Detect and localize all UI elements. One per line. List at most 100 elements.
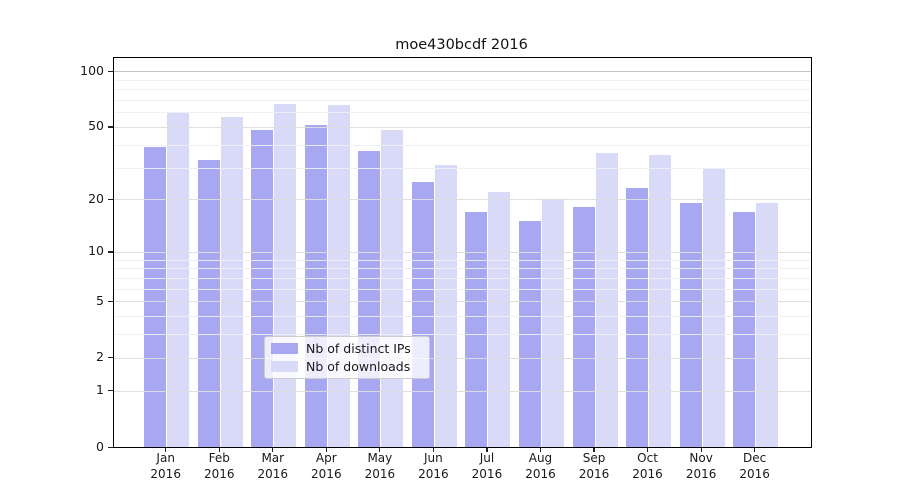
x-tick [325,447,327,452]
bar-dec-downloads [756,203,779,447]
x-tick-year: 2016 [578,466,610,481]
x-tick-label-feb: Feb 2016 [204,451,235,482]
y-tick-label: 5 [96,292,104,308]
bar-jun-ips [411,181,434,447]
y-gridline-minor [114,316,811,317]
x-tick-month: Jan [156,451,175,465]
x-tick-label-jun: Jun 2016 [418,451,449,482]
x-tick-month: Feb [208,451,230,465]
bar-jul-ips [465,211,488,447]
bar-oct-ips [626,188,649,447]
y-gridline-minor [114,334,811,336]
x-tick-year: 2016 [257,466,289,481]
y-gridline-major [114,301,811,303]
x-tick-year: 2016 [418,466,449,481]
y-tick-label: 20 [88,190,104,206]
bar-oct-downloads [649,155,672,447]
y-gridline-minor [114,167,811,169]
bar-nov-downloads [702,167,725,447]
bar-jan-downloads [167,112,190,447]
y-gridline-minor [114,89,811,91]
x-tick-month: Mar [261,451,285,465]
x-tick-year: 2016 [471,466,503,481]
y-tick-label: 2 [96,349,104,365]
x-tick-year: 2016 [739,466,770,481]
bar-feb-downloads [220,116,243,447]
x-tick-month: Oct [637,451,658,465]
x-tick-year: 2016 [311,466,342,481]
y-tick-label: 1 [96,382,104,398]
bar-sep-downloads [595,153,618,447]
y-tick [108,126,113,128]
bar-dec-ips [733,211,756,447]
x-tick-year: 2016 [364,466,396,481]
bar-may-ips [358,150,381,447]
legend-label-distinct-ips: Nb of distinct IPs [306,341,411,356]
x-tick-month: May [367,451,393,465]
bar-nov-ips [679,203,702,447]
x-tick-label-dec: Dec 2016 [739,451,770,482]
y-gridline-minor [114,288,811,290]
x-tick-year: 2016 [525,466,556,481]
y-gridline-minor [114,259,811,261]
bar-mar-downloads [274,103,297,447]
bar-jul-downloads [488,191,511,447]
y-gridline-major [114,199,811,201]
x-tick-month: Jul [479,451,495,465]
y-gridline-major [114,71,811,73]
x-tick-month: Jun [424,451,443,465]
y-gridline-minor [114,112,811,114]
x-tick [646,447,649,452]
y-tick [108,198,113,200]
chart-title: moe430bcdf 2016 [395,37,528,53]
x-tick [486,447,488,452]
x-tick-year: 2016 [150,466,181,481]
legend-swatch-downloads [271,361,298,372]
x-tick-year: 2016 [203,466,235,481]
x-tick-month: Apr [315,451,337,465]
y-gridline-minor [114,277,811,279]
y-gridline-minor [114,79,811,81]
y-tick-label: 100 [80,62,104,78]
legend: Nb of distinct IPs Nb of downloads [264,336,430,379]
x-tick [432,447,434,452]
bar-apr-ips [304,125,327,447]
y-tick [108,300,113,302]
y-gridline-major [114,390,811,392]
bar-sep-ips [572,207,595,447]
x-tick [218,447,220,452]
bar-apr-downloads [327,104,350,447]
x-tick-label-may: May 2016 [365,451,396,482]
legend-item-downloads: Nb of downloads [271,359,423,374]
x-tick-month: Aug [528,451,553,465]
y-tick [108,390,113,392]
x-tick [379,447,381,452]
x-tick [272,447,274,452]
legend-item-distinct-ips: Nb of distinct IPs [271,341,423,356]
y-gridline-major [114,251,811,253]
x-tick-label-jul: Jul 2016 [472,451,503,482]
legend-label-downloads: Nb of downloads [306,359,411,374]
x-tick [165,447,167,452]
x-tick [539,447,542,452]
bar-aug-downloads [541,199,564,447]
y-tick [108,251,113,253]
x-tick-year: 2016 [632,466,663,481]
x-tick-label-oct: Oct 2016 [632,451,663,482]
x-tick-label-apr: Apr 2016 [311,451,342,482]
y-tick-label: 50 [88,118,104,134]
x-tick-label-aug: Aug 2016 [525,451,556,482]
x-tick-year: 2016 [685,466,717,481]
y-tick [108,446,113,448]
y-gridline-minor [114,100,811,101]
bar-jun-downloads [434,164,457,447]
x-tick-month: Dec [743,451,767,465]
x-tick [754,447,756,452]
x-tick-month: Nov [689,451,713,465]
y-tick [108,357,113,359]
y-gridline-minor [114,268,811,270]
legend-swatch-distinct-ips [271,343,298,354]
plot-area [113,57,812,448]
y-gridline-minor [114,144,811,146]
